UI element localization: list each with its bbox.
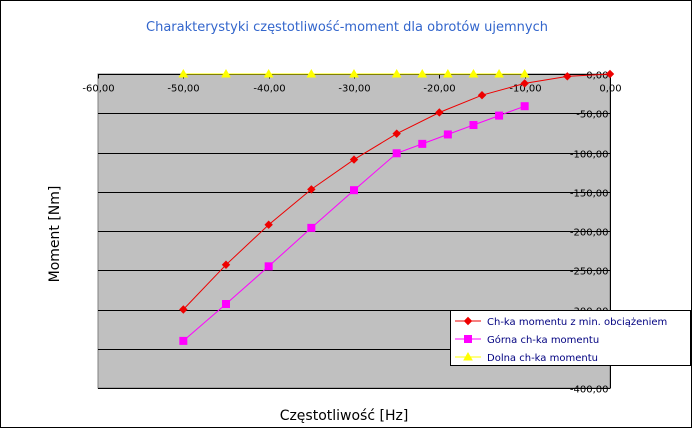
series-3-point <box>349 68 359 78</box>
series-1-point <box>563 72 572 81</box>
series-3-point <box>494 68 504 78</box>
y-tick-label: -200,00 <box>570 228 609 239</box>
series-3-point <box>391 68 402 78</box>
x-tick-label: -40,00 <box>253 84 285 95</box>
y-tick-label: -100,00 <box>570 150 609 161</box>
legend-label-1: Ch-ka momentu z min. obciążeniem <box>487 317 667 328</box>
series-2-point <box>520 102 529 111</box>
series-3-point <box>519 68 530 78</box>
y-tick-label: -250,00 <box>570 267 609 278</box>
series-1-point <box>605 69 615 79</box>
series-2-point <box>392 149 401 158</box>
series-1-point <box>435 108 444 117</box>
plot-area: -60,00 -50,00 -40,00 -30,00 -20,00 -10,00 0,00… <box>82 68 622 396</box>
y-tick-label: -50,00 <box>576 110 608 121</box>
legend-label-2: Górna ch-ka momentu <box>487 334 599 346</box>
legend-marker-2 <box>464 335 472 343</box>
series-2-point <box>179 336 188 345</box>
series-3-point <box>221 68 231 78</box>
series-3-point <box>306 68 317 78</box>
series-2-point <box>469 121 478 130</box>
series-3-point <box>443 68 453 78</box>
series-1-point <box>477 90 487 100</box>
legend-label-3: Dolna ch-ka momentu <box>487 353 598 364</box>
series-2-point <box>350 186 358 195</box>
x-tick-label: -30,00 <box>338 84 370 95</box>
legend-marker-1 <box>463 316 473 326</box>
series-3-point <box>263 68 274 78</box>
series-2-point <box>418 139 427 148</box>
legend: Ch-ka momentu z min. obciążeniem Górna ch… <box>450 310 691 366</box>
series-2-point <box>495 111 504 120</box>
x-tick-label: -60,00 <box>82 84 114 95</box>
y-tick-label: 0,00 <box>586 71 608 82</box>
series-1-point <box>392 129 401 138</box>
y-tick-label: -150,00 <box>570 189 609 200</box>
series-3-point <box>468 68 479 78</box>
series-2-point <box>222 300 230 309</box>
legend-box <box>450 310 691 366</box>
series-1-point <box>307 185 316 194</box>
series-2-point <box>264 262 273 271</box>
x-tick-label: -10,00 <box>509 84 541 95</box>
y-axis-title: Moment [Nm] <box>47 186 63 283</box>
x-tick-label: -20,00 <box>423 84 455 95</box>
series-1-point <box>520 79 529 88</box>
legend-marker-3 <box>463 351 473 361</box>
series-1-point <box>349 155 359 164</box>
x-tick-label: -50,00 <box>167 84 199 95</box>
series-2-point <box>443 130 452 139</box>
series-1-point <box>221 260 231 269</box>
series-1-point <box>179 305 188 314</box>
series-2-point <box>307 223 316 232</box>
series-1-point <box>264 220 273 229</box>
series-3-point <box>178 68 189 78</box>
series-3-point <box>417 68 428 78</box>
y-tick-label: -400,00 <box>570 385 609 396</box>
x-axis-title: Częstotliwość [Hz] <box>280 408 409 424</box>
chart-title: Charakterystyki częstotliwość-moment dla… <box>146 20 548 35</box>
